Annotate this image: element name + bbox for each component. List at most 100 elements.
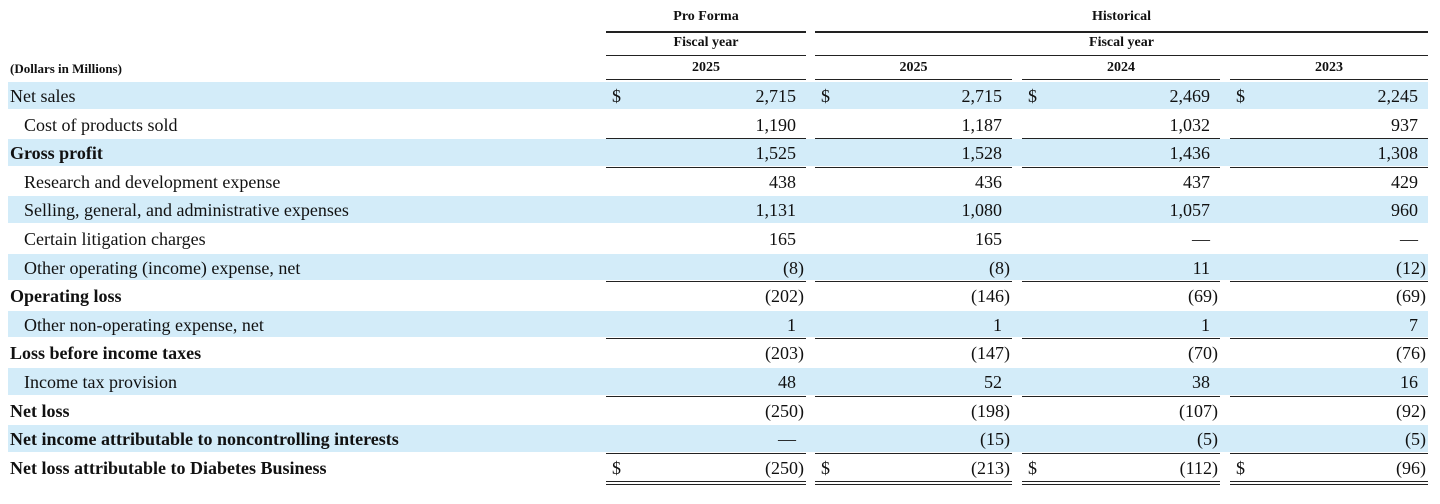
historical-header: Historical [1091,9,1152,24]
rule [815,395,1012,397]
cell-value: (15) [980,429,1010,450]
rule [606,395,806,397]
rule [1022,138,1220,140]
rule [1230,484,1428,486]
cell-value: 2,245 [1377,86,1419,106]
cell-value: (112) [1179,457,1218,478]
rule [815,452,1012,454]
rule [1022,79,1220,80]
dollar-sign: $ [612,86,621,106]
cell-value: 438 [769,171,796,192]
cell-value: 437 [1183,171,1210,192]
cell-value: 7 [1409,314,1418,335]
rule [1022,395,1220,397]
cell-value: (147) [971,343,1010,364]
dollar-sign: $ [1028,86,1037,106]
cell-value: (107) [1179,400,1218,421]
rule [1022,281,1220,283]
cell-value: 1,190 [755,114,797,135]
cell-value: — [778,429,796,450]
cell-value: (92) [1396,400,1426,421]
rule [815,31,1428,33]
rule [1022,484,1220,486]
rule [1022,166,1220,168]
cell-value: (12) [1396,257,1426,278]
dollar-sign: $ [1236,86,1245,106]
cell-value: 16 [1400,372,1418,392]
cell-value: — [1192,229,1210,249]
cell-value: (96) [1396,457,1426,478]
cell-value: (250) [765,400,804,421]
cell-value: 38 [1192,372,1210,392]
row-label: Research and development expense [24,171,281,192]
rule [815,79,1012,80]
cell-value: (250) [765,457,804,478]
cell-value: 436 [975,171,1002,192]
cell-value: (8) [989,257,1010,278]
rule [815,481,1012,483]
rule [606,31,806,33]
rule [606,481,806,483]
cell-value: 1,436 [1169,143,1211,164]
cell-value: (198) [971,400,1010,421]
row-band [8,82,1428,109]
pro-forma-header: Pro Forma [673,9,739,24]
dollar-sign: $ [612,457,621,478]
cell-value: (76) [1396,343,1426,364]
cell-value: 2,469 [1169,86,1211,106]
row-label: Certain litigation charges [24,229,206,249]
row-label: Selling, general, and administrative exp… [24,200,349,221]
row-band [8,196,1428,223]
rule [815,281,1012,283]
row-band [8,368,1428,395]
units-label: (Dollars in Millions) [10,61,122,76]
cell-value: 1 [1201,314,1210,335]
cell-value: 165 [975,229,1002,249]
cell-value: — [1400,229,1418,249]
year-header: 2025 [899,60,928,75]
rule [1230,281,1428,283]
cell-value: 1,057 [1169,200,1211,221]
rule [815,55,1428,56]
row-band [8,253,1428,281]
dollar-sign: $ [821,86,830,106]
rule [606,138,806,140]
rule [815,338,1012,340]
cell-value: (203) [765,343,804,364]
cell-value: (8) [783,257,804,278]
rule [1230,166,1428,168]
cell-value: 1,528 [961,143,1003,164]
year-header: 2025 [692,60,720,75]
row-label: Income tax provision [24,372,177,392]
cell-value: (69) [1396,286,1426,307]
dollar-sign: $ [1028,457,1037,478]
cell-value: 1,080 [961,200,1003,221]
rule [815,138,1012,140]
cell-value: 2,715 [755,86,797,106]
cell-value: (146) [971,286,1010,307]
cell-value: (5) [1405,429,1426,450]
cell-value: 52 [984,372,1002,392]
rule [606,79,806,80]
cell-value: (70) [1188,343,1218,364]
fiscal-year-header: Fiscal year [1089,35,1154,50]
rule [1022,481,1220,483]
cell-value: 1 [993,314,1002,335]
rule [1230,138,1428,140]
cell-value: 1,308 [1377,143,1419,164]
cell-value: 165 [769,229,796,249]
year-header: 2024 [1107,60,1135,75]
cell-value: 1,032 [1169,114,1211,135]
cell-value: 2,715 [961,86,1003,106]
row-band [8,310,1428,338]
cell-value: 937 [1391,114,1418,135]
row-label: Net sales [10,86,76,106]
cell-value: 1 [787,314,796,335]
rule [815,166,1012,168]
cell-value: (69) [1188,286,1218,307]
row-band [8,425,1428,452]
row-label: Operating loss [10,286,122,307]
rule [1230,338,1428,340]
dollar-sign: $ [1236,457,1245,478]
